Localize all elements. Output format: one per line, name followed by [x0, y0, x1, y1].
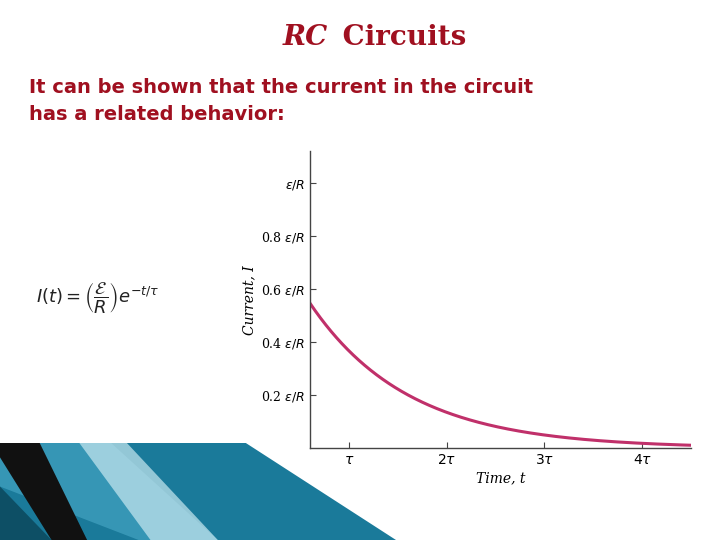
Y-axis label: Current, I: Current, I: [243, 265, 256, 335]
Text: RC: RC: [282, 24, 328, 51]
Text: $I(t) = \left(\dfrac{\mathcal{E}}{R}\right)e^{-t/\tau}$: $I(t) = \left(\dfrac{\mathcal{E}}{R}\rig…: [36, 280, 159, 314]
Polygon shape: [79, 443, 218, 540]
Text: It can be shown that the current in the circuit: It can be shown that the current in the …: [29, 78, 533, 97]
Text: has a related behavior:: has a related behavior:: [29, 105, 284, 124]
Polygon shape: [0, 443, 87, 540]
Text: Circuits: Circuits: [333, 24, 466, 51]
Polygon shape: [0, 443, 396, 540]
Polygon shape: [0, 443, 218, 540]
X-axis label: Time, t: Time, t: [476, 471, 525, 485]
Polygon shape: [0, 487, 52, 540]
